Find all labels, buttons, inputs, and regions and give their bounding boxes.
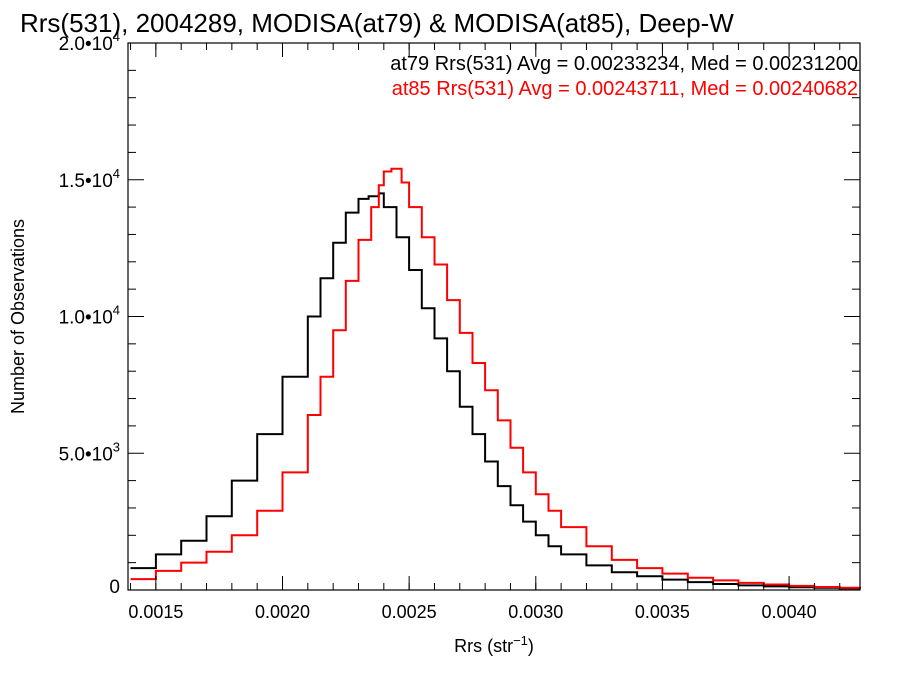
annotation-2: at85 Rrs(531) Avg = 0.00243711, Med = 0.… <box>392 78 858 100</box>
series-layer <box>130 167 861 590</box>
chart-title: Rrs(531), 2004289, MODISA(at79) & MODISA… <box>20 8 734 38</box>
x-axis-label: Rrs (str−1) <box>454 633 534 656</box>
axis-ticks: 0.0015 0.0020 0.0025 0.0030 0.0035 0.0040 0 5.0… <box>59 29 860 622</box>
y-axis-label: Number of Observations <box>8 219 28 414</box>
y-tick-label-2: 5.0•103 <box>59 439 120 465</box>
y-tick-label-1: 0 <box>109 577 120 598</box>
x-tick-label-5: 0.0035 <box>635 602 690 622</box>
x-tick-label-6: 0.0040 <box>762 602 817 622</box>
annotation-1: at79 Rrs(531) Avg = 0.00233234, Med = 0.… <box>390 53 858 75</box>
y-tick-label-4: 1.5•104 <box>59 166 120 192</box>
x-tick-label-2: 0.0020 <box>255 602 310 622</box>
series-line-2 <box>130 167 861 589</box>
y-tick-label-3: 1.0•104 <box>59 303 120 329</box>
series-line-1 <box>130 192 861 590</box>
x-tick-label-1: 0.0015 <box>128 602 183 622</box>
x-tick-label-4: 0.0030 <box>508 602 563 622</box>
y-tick-label-5: 2.0•104 <box>59 29 120 55</box>
x-tick-label-3: 0.0025 <box>382 602 437 622</box>
annotation-layer: at79 Rrs(531) Avg = 0.00233234, Med = 0.… <box>390 53 858 100</box>
